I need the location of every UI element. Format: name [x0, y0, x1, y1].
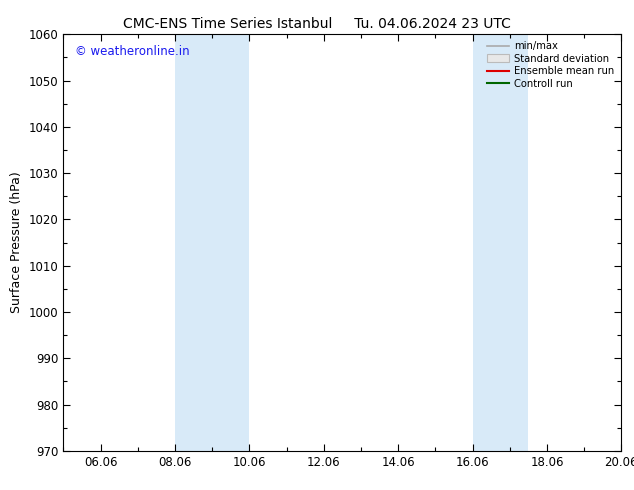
Text: © weatheronline.in: © weatheronline.in: [75, 45, 189, 58]
Legend: min/max, Standard deviation, Ensemble mean run, Controll run: min/max, Standard deviation, Ensemble me…: [485, 39, 616, 91]
Bar: [472, 34, 528, 451]
Bar: [175, 34, 249, 451]
Y-axis label: Surface Pressure (hPa): Surface Pressure (hPa): [10, 172, 23, 314]
Text: CMC-ENS Time Series Istanbul     Tu. 04.06.2024 23 UTC: CMC-ENS Time Series Istanbul Tu. 04.06.2…: [123, 17, 511, 31]
